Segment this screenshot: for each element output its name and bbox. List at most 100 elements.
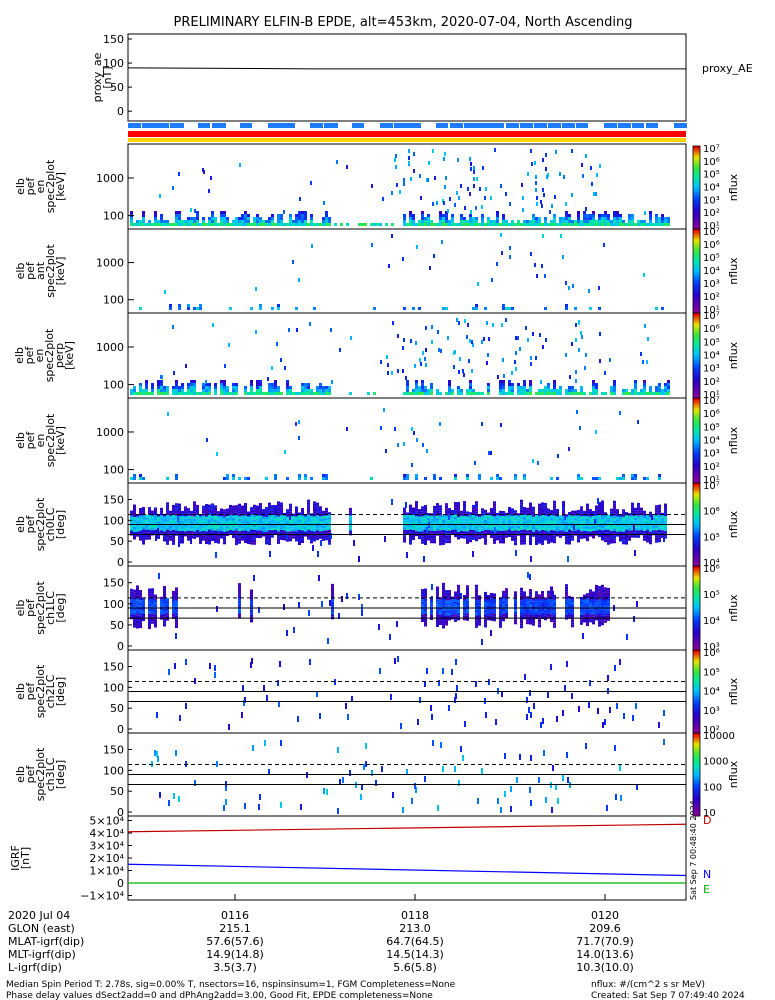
- pitch-angle-pixel: [541, 502, 544, 505]
- pitch-angle-pixel: [604, 612, 607, 616]
- pitch-angle-pixel: [625, 524, 628, 528]
- y-tick-label: 100: [103, 681, 124, 694]
- pitch-angle-pixel: [292, 531, 295, 534]
- pitch-angle-pixel: [151, 593, 154, 596]
- colorbar-swatch: [693, 793, 700, 796]
- pitch-angle-pixel: [526, 608, 529, 612]
- spectrogram-pixel: [265, 477, 268, 480]
- pitch-angle-pixel: [565, 604, 568, 607]
- pitch-angle-pixel: [553, 525, 556, 529]
- spectrogram-pixel: [154, 214, 157, 217]
- pitch-angle-pixel: [568, 517, 571, 520]
- pitch-angle-pixel: [439, 622, 442, 625]
- colorbar-swatch: [693, 652, 700, 655]
- spectrogram-pixel: [223, 211, 226, 214]
- pitch-angle-pixel: [542, 718, 544, 724]
- pitch-angle-pixel: [298, 527, 301, 530]
- pitch-angle-pixel: [151, 528, 154, 531]
- pitch-angle-pixel: [658, 514, 661, 518]
- panel-frame: [127, 33, 687, 122]
- spectrogram-pixel: [211, 211, 214, 214]
- spectrogram-pixel: [502, 307, 505, 310]
- spectrogram-pixel: [301, 383, 304, 386]
- pitch-angle-pixel: [409, 527, 412, 530]
- pitch-angle-pixel: [592, 621, 595, 625]
- spectrogram-pixel: [241, 220, 244, 223]
- pitch-angle-pixel: [529, 507, 532, 511]
- spectrogram-pixel: [523, 223, 526, 226]
- pitch-angle-pixel: [280, 519, 283, 523]
- colorbar-swatch: [693, 768, 700, 771]
- spectrogram-pixel: [409, 392, 412, 395]
- spectrogram-pixel: [449, 197, 451, 201]
- pitch-angle-pixel: [607, 615, 610, 619]
- pitch-angle-pixel: [493, 521, 496, 524]
- spectrogram-pixel: [406, 477, 409, 480]
- pitch-angle-pixel: [136, 516, 139, 520]
- spectrogram-pixel: [556, 392, 559, 395]
- spectrogram-pixel: [661, 389, 664, 392]
- colorbar-swatch: [693, 791, 700, 794]
- spectrogram-pixel: [458, 321, 460, 325]
- pitch-angle-pixel: [247, 531, 250, 535]
- pitch-angle-pixel: [325, 507, 328, 511]
- spectrogram-pixel: [598, 307, 601, 310]
- pitch-angle-pixel: [595, 592, 598, 596]
- pitch-angle-pixel: [181, 540, 184, 544]
- pitch-angle-pixel: [205, 506, 208, 510]
- pitch-angle-pixel: [463, 615, 466, 618]
- pitch-angle-pixel: [589, 599, 592, 603]
- pitch-angle-pixel: [328, 532, 331, 535]
- spectrogram-pixel: [520, 389, 523, 392]
- spectrogram-pixel: [412, 214, 415, 217]
- pitch-angle-pixel: [664, 528, 667, 532]
- spectrogram-pixel: [167, 412, 169, 416]
- spectrogram-pixel: [255, 287, 257, 291]
- pitch-angle-pixel: [538, 518, 541, 522]
- pitch-angle-pixel: [643, 513, 646, 516]
- pitch-angle-pixel: [250, 517, 253, 520]
- colorbar-swatch: [693, 620, 700, 624]
- spectrogram-pixel: [274, 383, 277, 386]
- pitch-angle-pixel: [529, 614, 532, 617]
- pitch-angle-pixel: [142, 529, 145, 533]
- pitch-angle-pixel: [550, 522, 553, 526]
- colorbar-swatch: [693, 334, 700, 337]
- pitch-angle-pixel: [283, 527, 286, 531]
- pitch-angle-pixel: [286, 529, 289, 532]
- spectrogram-pixel: [313, 307, 316, 310]
- pitch-angle-pixel: [265, 531, 268, 535]
- pitch-angle-pixel: [631, 520, 634, 523]
- pitch-angle-pixel: [577, 532, 580, 535]
- spectrogram-pixel: [175, 380, 178, 383]
- pitch-angle-pixel: [520, 524, 523, 528]
- pitch-angle-pixel: [514, 614, 517, 617]
- pitch-angle-pixel: [541, 593, 544, 597]
- pitch-angle-pixel: [583, 594, 586, 598]
- pitch-angle-pixel: [445, 515, 448, 519]
- pitch-angle-pixel: [259, 525, 262, 529]
- pitch-angle-pixel: [514, 593, 517, 597]
- pitch-angle-pixel: [595, 508, 598, 511]
- spectrogram-pixel: [163, 220, 166, 223]
- pitch-angle-pixel: [580, 614, 583, 618]
- pitch-angle-pixel: [403, 532, 406, 536]
- pitch-angle-pixel: [307, 534, 310, 538]
- spectrogram-pixel: [589, 223, 592, 226]
- pitch-angle-pixel: [523, 512, 526, 515]
- spectrogram-pixel: [175, 383, 178, 386]
- spectrogram-pixel: [661, 223, 664, 226]
- pitch-angle-pixel: [616, 529, 619, 532]
- pitch-angle-pixel: [583, 525, 586, 529]
- pitch-angle-pixel: [604, 514, 607, 518]
- spectrogram-pixel: [472, 217, 475, 220]
- pitch-angle-pixel: [136, 514, 139, 517]
- colorbar-tick-label: 10⁷: [703, 311, 720, 322]
- pitch-angle-pixel: [172, 514, 175, 518]
- spectrogram-pixel: [130, 223, 133, 226]
- pitch-angle-pixel: [439, 535, 442, 538]
- pitch-angle-pixel: [136, 610, 139, 614]
- pitch-angle-pixel: [586, 503, 589, 507]
- spectrogram-pixel: [532, 332, 534, 336]
- pitch-angle-pixel: [436, 515, 439, 519]
